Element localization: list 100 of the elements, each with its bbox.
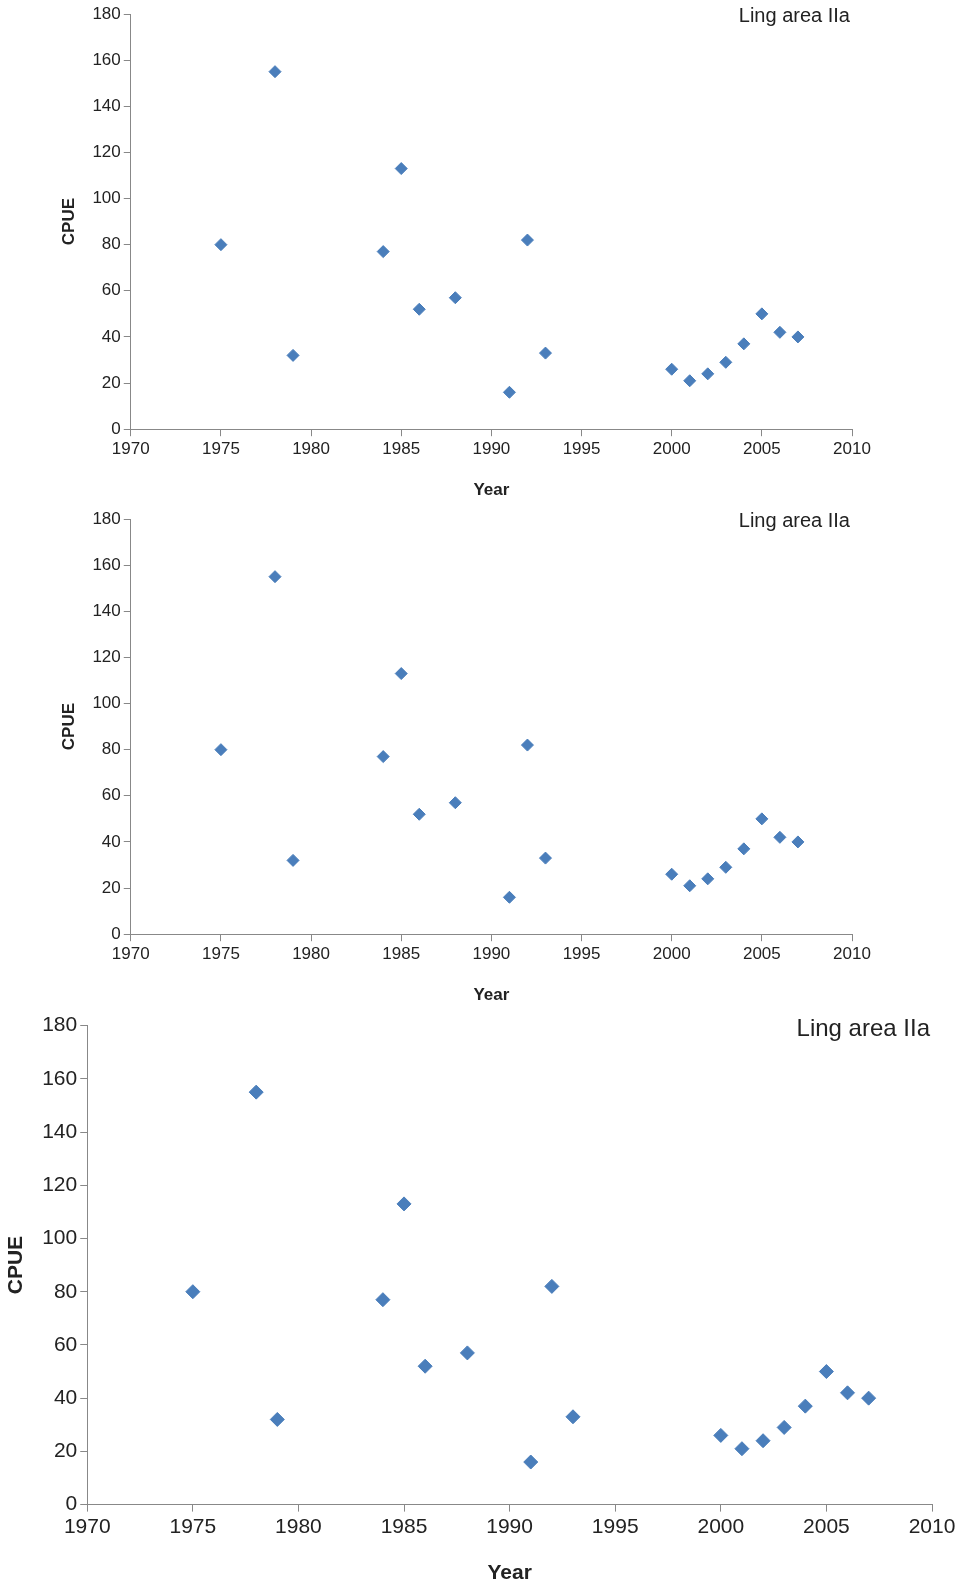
y-tick-label: 160 bbox=[92, 554, 121, 574]
x-tick-label: 2010 bbox=[908, 1514, 956, 1537]
x-tick-label: 2000 bbox=[697, 1514, 745, 1537]
point bbox=[448, 291, 462, 305]
point bbox=[538, 346, 552, 360]
point bbox=[412, 302, 426, 316]
point bbox=[376, 245, 390, 259]
y-tick-label: 140 bbox=[92, 600, 121, 620]
y-tick-label: 180 bbox=[92, 3, 121, 23]
x-tick-label: 1985 bbox=[382, 439, 421, 459]
point bbox=[861, 1390, 877, 1406]
x-tick-label: 1985 bbox=[382, 944, 421, 964]
point bbox=[734, 1441, 750, 1457]
point bbox=[286, 853, 300, 867]
y-tick-label: 80 bbox=[101, 739, 121, 759]
x-tick-label: 1970 bbox=[111, 439, 150, 459]
x-tick-label: 2005 bbox=[742, 944, 781, 964]
point bbox=[683, 374, 697, 388]
point bbox=[248, 1084, 264, 1100]
y-tick-label: 20 bbox=[101, 372, 121, 392]
y-axis-title: CPUE bbox=[58, 702, 78, 751]
annotation: Ling area IIa bbox=[738, 3, 851, 26]
annotation: Ling area IIa bbox=[796, 1014, 931, 1042]
y-tick-label: 20 bbox=[101, 877, 121, 897]
x-tick-label: 2000 bbox=[652, 944, 691, 964]
y-tick-label: 140 bbox=[92, 95, 121, 115]
x-tick-label: 1995 bbox=[562, 439, 601, 459]
y-tick-label: 100 bbox=[92, 693, 121, 713]
point bbox=[523, 1454, 539, 1470]
y-axis-title: CPUE bbox=[58, 197, 78, 246]
point bbox=[396, 1196, 412, 1212]
y-tick-label: 0 bbox=[65, 1491, 78, 1515]
point bbox=[565, 1409, 581, 1425]
y-tick-label: 60 bbox=[53, 1331, 78, 1355]
y-tick-label: 120 bbox=[42, 1172, 78, 1196]
x-tick-label: 2005 bbox=[803, 1514, 850, 1537]
y-tick-label: 20 bbox=[53, 1438, 78, 1462]
point bbox=[448, 796, 462, 810]
point bbox=[719, 355, 733, 369]
x-tick-label: 2005 bbox=[742, 439, 781, 459]
point bbox=[502, 890, 516, 904]
y-tick-label: 160 bbox=[92, 49, 121, 69]
point bbox=[375, 1292, 391, 1308]
x-axis-title: Year bbox=[487, 1560, 532, 1584]
point bbox=[417, 1358, 433, 1374]
point bbox=[502, 385, 516, 399]
x-tick-label: 1995 bbox=[591, 1514, 639, 1537]
y-tick-label: 120 bbox=[92, 142, 121, 162]
point bbox=[538, 851, 552, 865]
point bbox=[214, 238, 228, 252]
point bbox=[701, 872, 715, 886]
y-tick-label: 0 bbox=[111, 418, 121, 438]
point bbox=[840, 1385, 856, 1401]
point bbox=[683, 879, 697, 893]
y-tick-label: 80 bbox=[53, 1278, 78, 1302]
point bbox=[737, 842, 751, 856]
point bbox=[394, 162, 408, 176]
point bbox=[773, 325, 787, 339]
point bbox=[376, 750, 390, 764]
point bbox=[665, 867, 679, 881]
point bbox=[286, 348, 300, 362]
x-axis-title: Year bbox=[473, 480, 510, 500]
point bbox=[268, 570, 282, 584]
x-tick-label: 1990 bbox=[472, 439, 511, 459]
y-tick-label: 100 bbox=[42, 1225, 78, 1249]
point bbox=[214, 743, 228, 757]
x-tick-label: 1970 bbox=[63, 1514, 111, 1537]
y-axis-title: CPUE bbox=[3, 1235, 27, 1295]
point bbox=[791, 330, 805, 344]
y-tick-label: 0 bbox=[111, 923, 121, 943]
point bbox=[544, 1278, 560, 1294]
point bbox=[412, 807, 426, 821]
point bbox=[665, 362, 679, 376]
point bbox=[719, 860, 733, 874]
y-tick-label: 160 bbox=[42, 1065, 78, 1089]
x-tick-label: 1975 bbox=[202, 944, 240, 964]
point bbox=[818, 1364, 834, 1380]
y-tick-label: 180 bbox=[92, 508, 121, 528]
annotation: Ling area IIa bbox=[738, 508, 851, 531]
y-tick-label: 60 bbox=[101, 785, 121, 805]
point bbox=[791, 835, 805, 849]
x-tick-label: 2010 bbox=[833, 944, 871, 964]
y-tick-label: 180 bbox=[42, 1012, 78, 1036]
y-tick-label: 40 bbox=[53, 1384, 78, 1408]
point bbox=[701, 367, 715, 381]
y-tick-label: 60 bbox=[101, 280, 121, 300]
x-tick-label: 1980 bbox=[292, 439, 330, 459]
x-tick-label: 1980 bbox=[275, 1514, 322, 1537]
x-tick-label: 1970 bbox=[111, 944, 150, 964]
x-tick-label: 1995 bbox=[562, 944, 601, 964]
point bbox=[713, 1427, 729, 1443]
point bbox=[776, 1419, 792, 1435]
x-tick-label: 2010 bbox=[833, 439, 871, 459]
y-tick-label: 120 bbox=[92, 647, 121, 667]
point bbox=[737, 337, 751, 351]
point bbox=[755, 812, 769, 826]
y-tick-label: 80 bbox=[101, 234, 121, 254]
y-tick-label: 40 bbox=[101, 326, 121, 346]
point bbox=[797, 1398, 813, 1414]
y-tick-label: 140 bbox=[42, 1118, 78, 1142]
